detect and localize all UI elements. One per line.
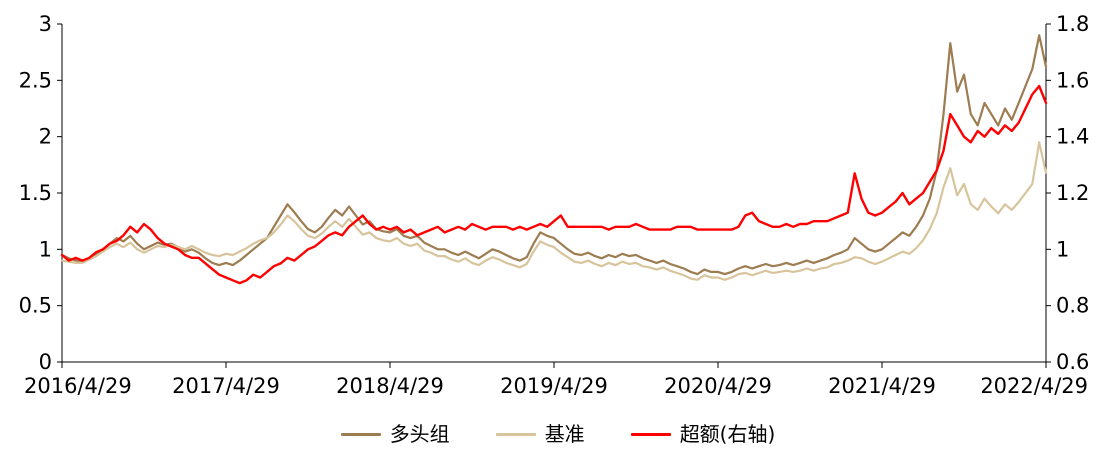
svg-text:0.5: 0.5 [19,294,52,318]
svg-text:3: 3 [39,12,52,36]
svg-text:2019/4/29: 2019/4/29 [500,374,608,398]
svg-text:2.5: 2.5 [19,68,52,92]
series-line-0 [60,34,1048,276]
svg-text:2: 2 [39,125,52,149]
left-axis-ticks: 0 0.5 1 1.5 2 2.5 3 [19,12,62,374]
svg-text:0.8: 0.8 [1056,294,1089,318]
series-line-1 [60,141,1048,281]
svg-text:2022/4/29: 2022/4/29 [980,374,1088,398]
legend-item-benchmark: 基准 [495,422,585,446]
legend-line-icon-excess [630,432,671,436]
right-axis-ticks: 0.6 0.8 1 1.2 1.4 1.6 1.8 [1046,12,1089,374]
svg-text:2017/4/29: 2017/4/29 [172,374,280,398]
legend-label-excess: 超额(右轴) [679,422,776,446]
legend-label-benchmark: 基准 [544,422,585,446]
svg-text:1.8: 1.8 [1056,12,1089,36]
svg-text:1.4: 1.4 [1056,125,1089,149]
legend-item-excess: 超额(右轴) [630,422,776,446]
svg-text:1: 1 [39,237,52,261]
svg-text:2021/4/29: 2021/4/29 [828,374,936,398]
svg-text:1: 1 [1056,237,1069,261]
svg-text:1.2: 1.2 [1056,181,1089,205]
line-chart-plot: 0 0.5 1 1.5 2 2.5 3 0.6 0.8 1 1.2 1.4 1.6 1.8 2016/4/2… [19,12,1090,398]
legend-item-long-group: 多头组 [340,422,450,446]
axes [61,24,1047,363]
series-line-2 [60,84,1048,285]
legend-line-icon-long-group [340,432,381,436]
svg-text:1.5: 1.5 [19,181,52,205]
legend: 多头组 基准 超额(右轴) [0,424,1116,444]
svg-text:2016/4/29: 2016/4/29 [24,374,132,398]
svg-text:2020/4/29: 2020/4/29 [664,374,772,398]
legend-line-icon-benchmark [495,432,536,436]
svg-text:0.6: 0.6 [1056,350,1089,374]
svg-text:0: 0 [39,350,52,374]
x-axis-ticks: 2016/4/29 2017/4/29 2018/4/29 2019/4/29 2020… [24,362,1088,398]
legend-label-long-group: 多头组 [389,422,450,446]
svg-text:2018/4/29: 2018/4/29 [336,374,444,398]
svg-text:1.6: 1.6 [1056,68,1089,92]
